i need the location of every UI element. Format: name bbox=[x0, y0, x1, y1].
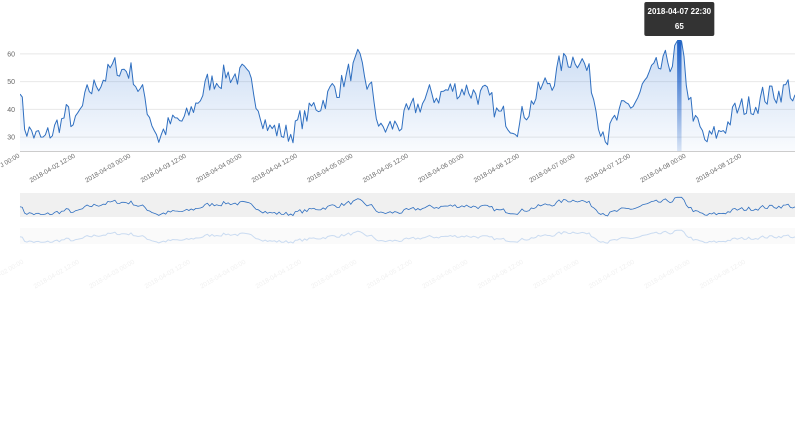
ghost-tick-label: 2018-04-08 00:00 bbox=[643, 258, 691, 290]
tooltip: 2018-04-07 22:30 65 bbox=[644, 2, 715, 36]
ghost-tick-label: 2018-04-04 12:00 bbox=[255, 258, 303, 290]
ghost-tick-label: 2018-04-07 00:00 bbox=[532, 258, 580, 290]
x-tick-label: 2018-04-05 00:00 bbox=[306, 152, 354, 184]
series-area bbox=[20, 41, 795, 151]
y-tick-label: 60 bbox=[7, 51, 15, 58]
ghost-tick-label: 2018-04-03 00:00 bbox=[88, 258, 136, 290]
ghost-tick-label: 2018-04-04 00:00 bbox=[199, 258, 247, 290]
ghost-tick-label: 2018-04-08 12:00 bbox=[699, 258, 747, 290]
x-tick-label: 2018-04-04 12:00 bbox=[251, 152, 299, 184]
y-axis: 30 40 50 60 bbox=[7, 51, 15, 141]
navigator-background bbox=[20, 193, 795, 217]
series-line bbox=[20, 40, 795, 146]
x-tick-label: 2018-04-03 00:00 bbox=[84, 152, 132, 184]
highlight-bar bbox=[677, 40, 682, 151]
x-tick-label: 2018-04-04 00:00 bbox=[195, 152, 243, 184]
ghost-band bbox=[20, 228, 795, 244]
tooltip-title: 2018-04-07 22:30 bbox=[648, 7, 712, 16]
x-tick-label: 2018-04-06 12:00 bbox=[473, 152, 521, 184]
faded-preview: 2018-04-02 00:00 2018-04-02 12:00 2018-04-… bbox=[0, 228, 796, 290]
y-tick-label: 40 bbox=[7, 107, 15, 114]
y-tick-label: 50 bbox=[7, 79, 15, 86]
x-tick-label: 2018-04-05 12:00 bbox=[362, 152, 410, 184]
ghost-tick-label: 2018-04-02 12:00 bbox=[33, 258, 81, 290]
tooltip-box bbox=[644, 2, 715, 36]
tooltip-value: 65 bbox=[675, 22, 684, 31]
navigator-series-line bbox=[19, 196, 796, 217]
x-tick-label: 2018-04-02 12:00 bbox=[29, 152, 77, 184]
x-tick-label: 2018-04-03 12:00 bbox=[140, 152, 188, 184]
ghost-tick-label: 2018-04-05 12:00 bbox=[366, 258, 414, 290]
ghost-tick-label: 2018-04-03 12:00 bbox=[144, 258, 192, 290]
ghost-tick-label: 2018-04-07 12:00 bbox=[588, 258, 636, 290]
y-tick-label: 30 bbox=[7, 135, 15, 142]
x-tick-label: 2018-04-07 00:00 bbox=[528, 152, 576, 184]
ghost-series-line bbox=[19, 229, 796, 244]
x-tick-label: 2018-04-06 00:00 bbox=[417, 152, 465, 184]
ghost-tick-label: 2018-04-02 00:00 bbox=[0, 258, 25, 290]
ghost-tick-label: 2018-04-05 00:00 bbox=[310, 258, 358, 290]
x-tick-label: 2018-04-08 12:00 bbox=[695, 152, 743, 184]
x-tick-label: J 00:00 bbox=[0, 152, 21, 169]
range-navigator[interactable] bbox=[19, 193, 796, 217]
plot-area bbox=[20, 40, 795, 151]
x-tick-label: 2018-04-08 00:00 bbox=[639, 152, 687, 184]
ghost-tick-label: 2018-04-06 12:00 bbox=[477, 258, 525, 290]
x-tick-label: 2018-04-07 12:00 bbox=[584, 152, 632, 184]
x-axis: J 00:00 2018-04-02 12:00 2018-04-03 00:00 2… bbox=[0, 152, 743, 184]
ghost-tick-label: 2018-04-06 00:00 bbox=[421, 258, 469, 290]
